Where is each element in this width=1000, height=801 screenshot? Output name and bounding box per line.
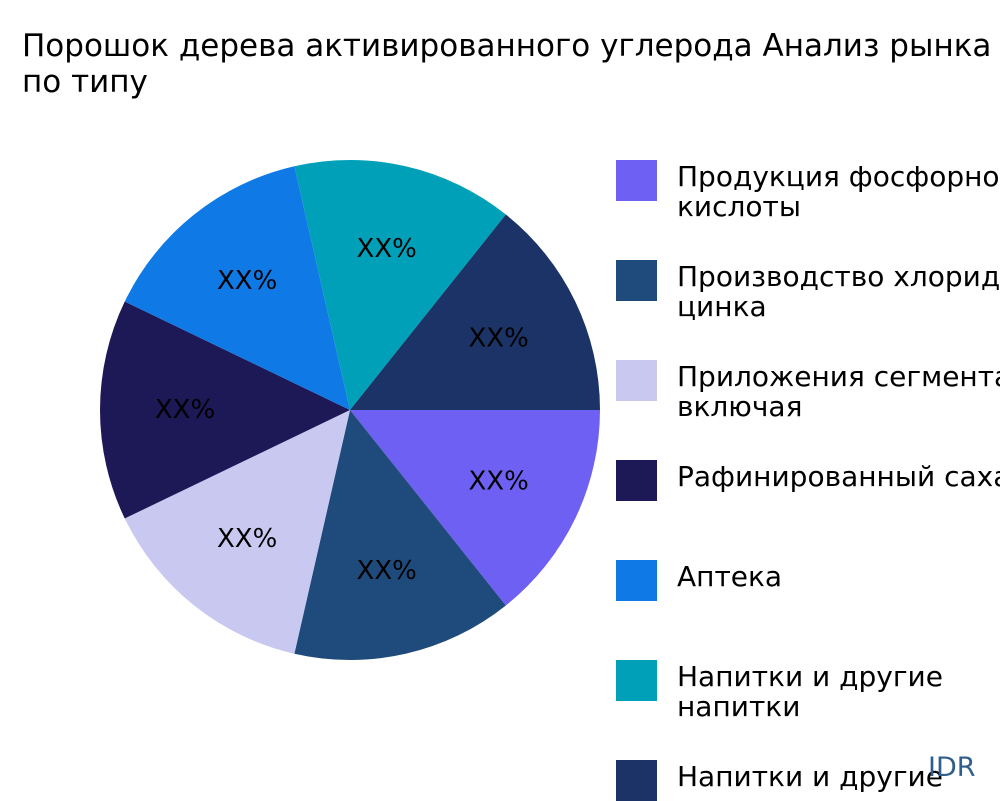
legend-label: Приложения сегмента включая bbox=[677, 360, 1000, 423]
legend-swatch bbox=[616, 460, 657, 501]
pie-slice-label-3: XX% bbox=[217, 524, 277, 554]
legend-label: Напитки и другие bbox=[677, 760, 943, 793]
pie-slice-6[interactable] bbox=[294, 159, 506, 410]
pie-slice-label-6: XX% bbox=[357, 234, 417, 264]
chart-title-line-2: по типу bbox=[22, 64, 148, 100]
legend-swatch bbox=[616, 160, 657, 201]
chart-title: Порошок дерева активированного углерода … bbox=[22, 28, 991, 100]
pie-slice-label-4: XX% bbox=[155, 395, 215, 425]
pie-slice-1[interactable] bbox=[350, 410, 600, 606]
watermark-logo: IDR bbox=[928, 752, 976, 783]
legend-swatch bbox=[616, 560, 657, 601]
legend-swatch bbox=[616, 660, 657, 701]
pie-slice-4[interactable] bbox=[100, 301, 350, 519]
legend-label: Напитки и другие напитки bbox=[677, 660, 943, 723]
pie-slice-3[interactable] bbox=[124, 410, 350, 654]
pie-slice-label-1: XX% bbox=[468, 467, 528, 497]
pie-slice-label-2: XX% bbox=[357, 556, 417, 586]
legend-swatch bbox=[616, 760, 657, 801]
chart-title-line-1: Порошок дерева активированного углерода … bbox=[22, 28, 992, 64]
legend-label: Производство хлорида цинка bbox=[677, 260, 1000, 323]
pie-slice-label-5: XX% bbox=[217, 266, 277, 296]
legend-label: Аптека bbox=[677, 560, 783, 593]
legend-label: Продукция фосфорной кислоты bbox=[677, 160, 1000, 223]
pie-slice-7[interactable] bbox=[350, 214, 600, 410]
pie-slice-2[interactable] bbox=[294, 410, 506, 661]
legend-swatch bbox=[616, 360, 657, 401]
pie-slice-label-7: XX% bbox=[468, 323, 528, 353]
legend-label: Рафинированный сахар bbox=[677, 460, 1000, 493]
legend-swatch bbox=[616, 260, 657, 301]
pie-slice-5[interactable] bbox=[124, 166, 350, 410]
